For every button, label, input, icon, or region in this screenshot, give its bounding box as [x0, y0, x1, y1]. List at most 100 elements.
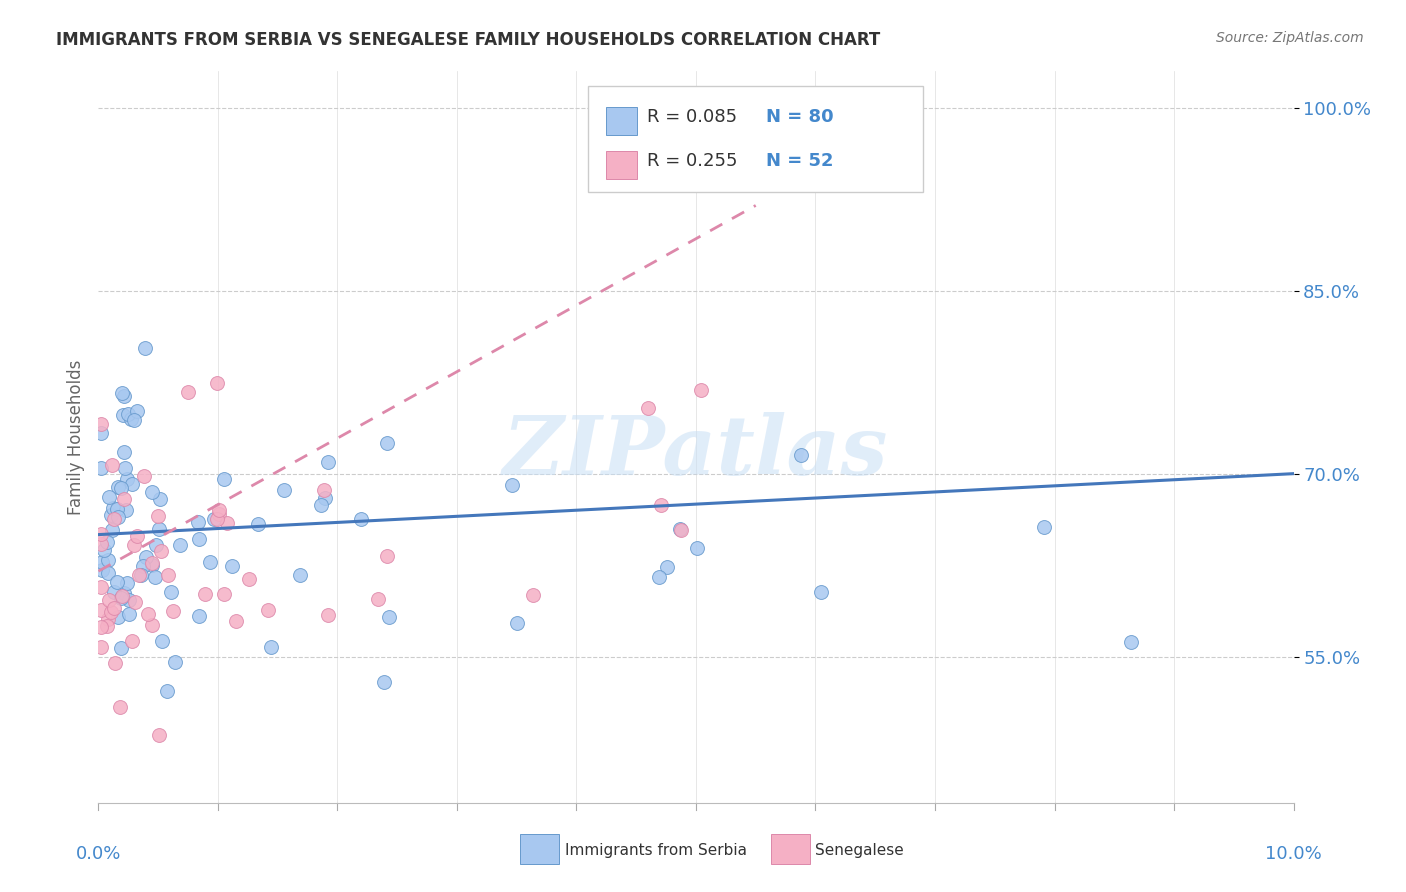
Point	[314, 483, 336, 497]
Point	[118, 607, 141, 622]
Point	[288, 568, 311, 582]
Point	[117, 407, 139, 421]
Point	[122, 413, 145, 427]
Point	[120, 412, 142, 426]
Point	[169, 538, 191, 552]
Point	[375, 435, 398, 450]
Point	[378, 610, 401, 624]
Point	[110, 591, 132, 605]
Point	[118, 592, 141, 607]
Point	[90, 620, 112, 634]
Point	[122, 538, 145, 552]
Point	[134, 341, 156, 355]
Point	[311, 498, 333, 512]
Point	[690, 383, 713, 397]
Point	[148, 522, 170, 536]
Point	[132, 558, 155, 573]
Point	[100, 508, 122, 522]
Point	[314, 491, 336, 506]
Point	[141, 558, 163, 572]
Point	[135, 550, 157, 565]
Point	[128, 567, 150, 582]
Point	[114, 503, 136, 517]
Point	[205, 512, 228, 526]
Point	[200, 555, 222, 569]
Point	[141, 556, 163, 570]
Point	[150, 633, 173, 648]
Point	[221, 559, 243, 574]
Point	[104, 656, 127, 670]
FancyBboxPatch shape	[520, 833, 558, 864]
Point	[125, 404, 148, 418]
Point	[187, 532, 209, 546]
Point	[655, 560, 678, 574]
Point	[111, 408, 134, 422]
Point	[90, 603, 112, 617]
Point	[247, 517, 270, 532]
Point	[129, 567, 152, 582]
Text: N = 52: N = 52	[766, 153, 834, 170]
Point	[157, 568, 180, 582]
Point	[214, 587, 236, 601]
Point	[90, 580, 112, 594]
Point	[148, 728, 170, 742]
Point	[96, 619, 118, 633]
Point	[350, 512, 373, 526]
Point	[107, 609, 129, 624]
Text: 10.0%: 10.0%	[1265, 846, 1322, 863]
Point	[96, 534, 118, 549]
Point	[162, 604, 184, 618]
Point	[260, 640, 283, 654]
Point	[110, 481, 132, 495]
Point	[97, 612, 120, 626]
Point	[194, 587, 217, 601]
Point	[101, 458, 124, 472]
Point	[208, 507, 231, 521]
Point	[1121, 635, 1143, 649]
Text: IMMIGRANTS FROM SERBIA VS SENEGALESE FAMILY HOUSEHOLDS CORRELATION CHART: IMMIGRANTS FROM SERBIA VS SENEGALESE FAM…	[56, 31, 880, 49]
Point	[686, 541, 709, 556]
Text: R = 0.255: R = 0.255	[647, 153, 738, 170]
Point	[103, 512, 125, 526]
Point	[648, 570, 671, 584]
Point	[367, 591, 389, 606]
FancyBboxPatch shape	[589, 86, 922, 192]
Point	[105, 574, 128, 589]
Point	[141, 617, 163, 632]
Point	[669, 523, 692, 537]
Text: 0.0%: 0.0%	[76, 846, 121, 863]
Point	[177, 385, 200, 400]
Point	[110, 640, 132, 655]
Point	[98, 593, 121, 607]
FancyBboxPatch shape	[606, 108, 637, 135]
Point	[316, 455, 339, 469]
Point	[134, 469, 156, 483]
Point	[225, 614, 247, 628]
Point	[90, 417, 112, 432]
Point	[143, 570, 166, 584]
Point	[112, 491, 135, 506]
Y-axis label: Family Households: Family Households	[66, 359, 84, 515]
Point	[112, 389, 135, 403]
Point	[650, 498, 672, 512]
Point	[107, 502, 129, 516]
FancyBboxPatch shape	[772, 833, 810, 864]
Point	[373, 674, 395, 689]
Text: ZIPatlas: ZIPatlas	[503, 412, 889, 491]
Point	[208, 503, 231, 517]
Point	[188, 609, 211, 624]
Point	[149, 491, 172, 506]
Point	[205, 376, 228, 391]
Point	[121, 477, 143, 491]
Point	[256, 603, 278, 617]
Text: Source: ZipAtlas.com: Source: ZipAtlas.com	[1216, 31, 1364, 45]
Point	[107, 510, 129, 524]
Point	[136, 607, 159, 621]
Point	[637, 401, 659, 416]
Point	[107, 480, 129, 494]
Point	[273, 483, 295, 497]
Point	[101, 500, 124, 515]
Point	[145, 538, 167, 552]
Point	[318, 607, 340, 622]
Point	[212, 472, 235, 486]
